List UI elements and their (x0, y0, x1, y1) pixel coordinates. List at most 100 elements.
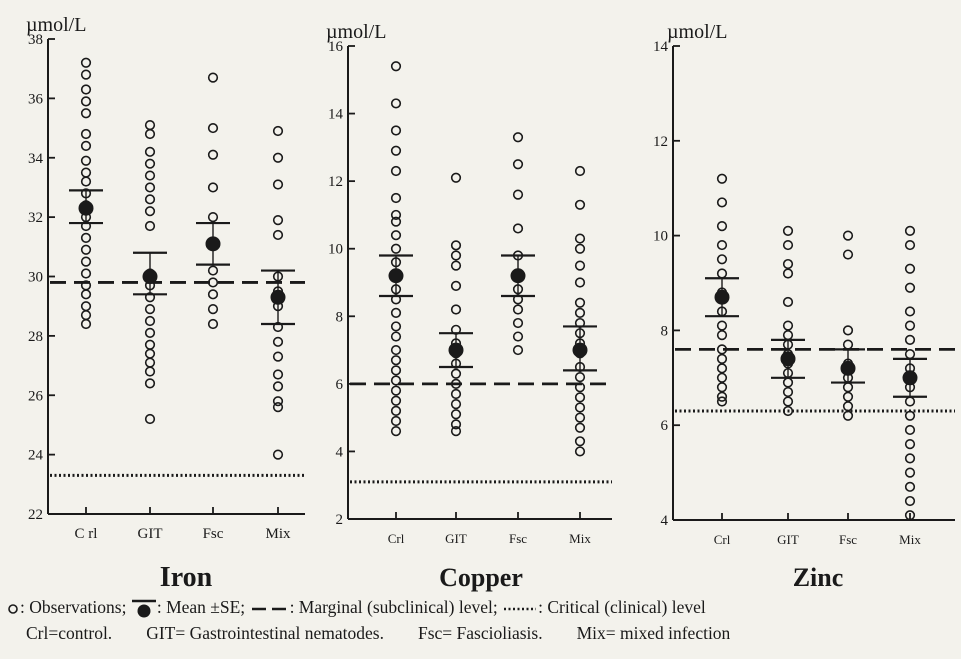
panel-1-y-tick-label: 32 (28, 210, 43, 226)
legend-critical: : Critical (clinical) level (538, 597, 706, 617)
panel-1-observation-point (272, 152, 284, 163)
panel-1-observation-point (272, 336, 284, 347)
panel-2-observation-point (450, 409, 462, 420)
panel-1-category-label: GIT (138, 526, 163, 542)
panel-1-observation-point (144, 128, 156, 140)
panel-2-observation-point (574, 260, 586, 271)
panel-3-y-tick-label: 6 (661, 418, 669, 434)
panel-3-observation-point (904, 239, 916, 251)
legend-mean-se: : Mean ±SE; (156, 597, 246, 617)
panel-1-observation-point (207, 318, 219, 330)
panel-3-observation-point (842, 410, 854, 421)
panel-1-observation-point (144, 357, 156, 368)
panel-2-observation-point (574, 165, 586, 177)
panel-1-observation-point (207, 182, 219, 193)
panel-3-observation-point (904, 481, 916, 492)
panel-1-observation-point (80, 69, 92, 80)
panel-1-mean-marker (142, 269, 158, 284)
panel-2-observation-point (574, 402, 586, 413)
panel-3-observation-point (782, 296, 794, 308)
legend-row-abbreviations: Crl=control. GIT= Gastrointestinal nemato… (6, 620, 961, 646)
panel-2-observation-point (450, 426, 462, 437)
panel-3-observation-point (782, 377, 794, 388)
panel-1-mean-marker (205, 236, 221, 252)
panel-1-y-tick-label: 28 (28, 329, 43, 345)
panel-3-observation-point (842, 339, 854, 350)
panel-2-observation-point (390, 426, 402, 437)
panel-3-category-label: Mix (899, 532, 921, 547)
panel-2-observation-point (574, 392, 586, 403)
panel-1-observation-point (144, 158, 156, 169)
panel-3-observation-point (904, 439, 916, 450)
panel-1-y-tick-label: 36 (28, 91, 44, 107)
panel-3-observation-point (782, 225, 794, 236)
panel-1-observation-point (144, 206, 156, 217)
panel-2-observation-point (450, 378, 462, 389)
panel-2-observation-point (512, 189, 524, 200)
panel-1-observation-point (207, 149, 219, 160)
panel-2-mean-marker (388, 268, 404, 284)
legend: : Observations; : Mean ±SE; : Marginal (… (6, 594, 961, 646)
panel-1-observation-point (80, 289, 92, 300)
panel-3-category-label: Crl (714, 532, 731, 547)
panel-1-mean-marker (78, 200, 94, 216)
panel-2-observation-point (512, 317, 524, 329)
panel-3-observation-point (782, 258, 794, 270)
panel-1-observation-point (144, 315, 156, 327)
legend-row-symbols: : Observations; : Mean ±SE; : Marginal (… (6, 594, 961, 620)
panel-1-observation-point (144, 327, 156, 339)
mean-se-symbol-icon (131, 599, 156, 618)
panel-2-observation-point (450, 368, 462, 379)
panel-3-observation-point (904, 410, 916, 421)
panel-1-observation-point (144, 366, 156, 377)
panel-2-observation-point (450, 399, 462, 410)
panel-2-observation-point (390, 405, 402, 416)
panel-2-observation-point (390, 145, 402, 156)
panel-2-observation-point (574, 422, 586, 433)
panel-3-observation-point (782, 396, 794, 407)
panel-1-observation-point (272, 125, 284, 137)
panel-1-observation-point (272, 396, 284, 407)
panel-3-observation-point (904, 510, 916, 521)
panel-1-y-tick-label: 24 (28, 448, 44, 464)
panel-3-observation-point (842, 401, 854, 412)
panel-1-observation-point (80, 108, 92, 119)
panel-2-observation-point (390, 98, 402, 109)
panel-1-observation-point (144, 220, 156, 232)
panel-3-y-tick-label: 14 (653, 39, 669, 55)
panel-3-observation-point (716, 221, 728, 232)
panel-2-observation-point (390, 243, 402, 254)
legend-observations: : Observations; (20, 597, 127, 617)
panel-3-y-tick-label: 10 (653, 229, 668, 245)
panel-2-title: Copper (439, 563, 523, 592)
panel-2-observation-point (450, 240, 462, 251)
panel-1-mean-marker (270, 289, 286, 305)
panel-2-mean-marker (572, 342, 588, 358)
panel-3-y-tick-label: 8 (661, 323, 669, 339)
abbrev-git: GIT= Gastrointestinal nematodes. (146, 623, 384, 643)
panel-2-y-tick-label: 6 (336, 377, 344, 393)
panel-2-observation-point (512, 331, 524, 342)
panel-1-observation-point (80, 140, 92, 151)
panel-2-observation-point (390, 321, 402, 332)
panel-2-observation-point (390, 331, 402, 342)
panel-3-observation-point (904, 282, 916, 293)
panel-1-observation-point (272, 179, 284, 190)
panel-3-observation-point (782, 330, 794, 341)
panel-2-y-tick-label: 10 (328, 242, 343, 258)
panel-3-observation-point (904, 334, 916, 345)
observation-symbol-icon (8, 604, 18, 614)
panel-3-category-label: Fsc (839, 532, 857, 547)
panel-1-observation-point (80, 57, 92, 68)
panel-1-category-label: Fsc (203, 526, 224, 542)
panel-2-observation-point (512, 344, 524, 356)
panel-3-observation-point (782, 386, 794, 398)
panel-1-observation-point (207, 277, 219, 288)
panel-1-observation-point (80, 128, 92, 140)
panel-1-observation-point (80, 268, 92, 279)
panel-1-observation-point (80, 176, 92, 187)
panel-2-observation-point (512, 132, 524, 143)
panel-2-category-label: Crl (388, 531, 405, 546)
panel-3-observation-point (904, 225, 916, 236)
panel-1-observation-point (272, 381, 284, 392)
